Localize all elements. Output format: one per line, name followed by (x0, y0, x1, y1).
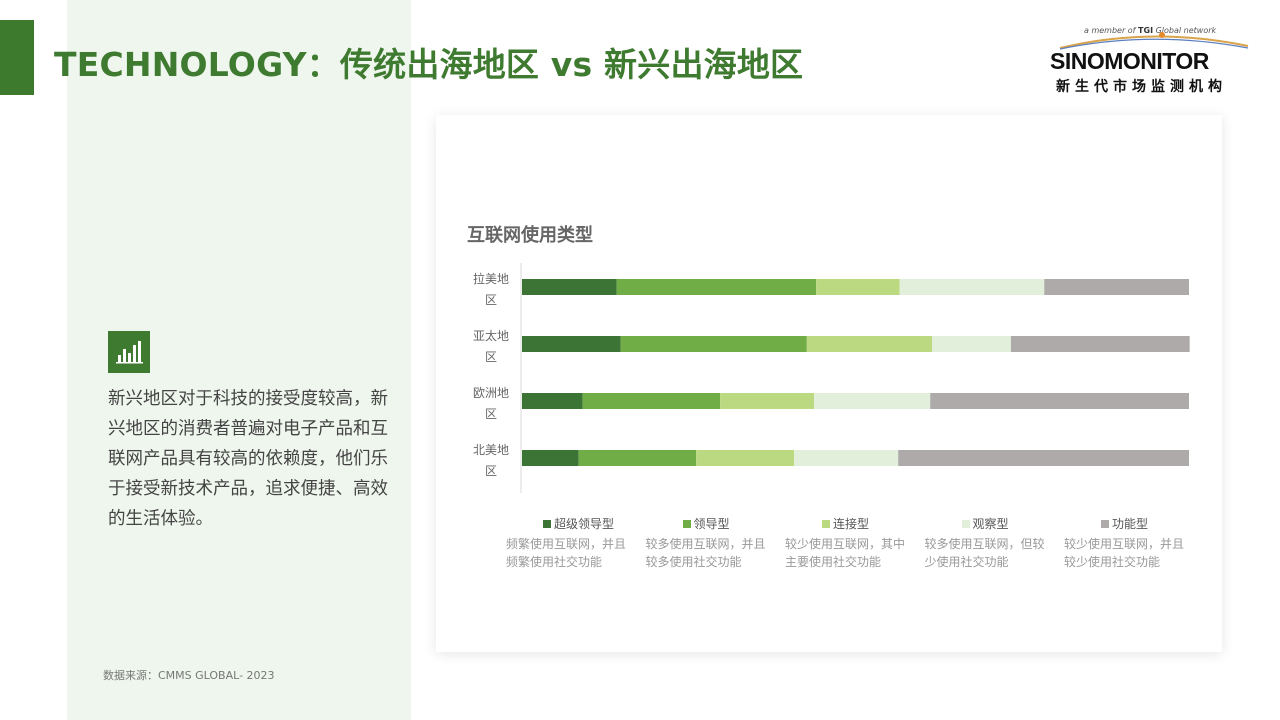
bar-segment (1044, 279, 1189, 295)
category-label: 拉美地 (473, 271, 509, 286)
legend-label: 领导型 (693, 517, 730, 531)
legend-description-line: 频繁使用互联网，并且 (506, 537, 627, 551)
legend-swatch (682, 519, 691, 528)
legend-description-line: 较多使用互联网，但较 (924, 537, 1045, 551)
bar-segment (620, 336, 807, 352)
legend-description-line: 较多使用互联网，并且 (645, 537, 766, 551)
legend-swatch (543, 519, 551, 528)
legend-description-line: 较少使用互联网，并且 (1064, 537, 1185, 551)
bar-segment (1010, 336, 1190, 352)
legend-description: 较少使用互联网，其中 主要使用社交功能 (785, 535, 920, 571)
category-label: 区 (485, 293, 497, 307)
insight-icon-box (108, 331, 150, 373)
logo-subtitle: 新生代市场监测机构 (1056, 79, 1227, 95)
bar-segment (522, 393, 583, 409)
legend-description: 较少使用互联网，并且 较少使用社交功能 (1064, 535, 1199, 571)
legend-label: 超级领导型 (554, 517, 615, 531)
legend-description-line: 频繁使用社交功能 (506, 555, 603, 569)
category-label: 区 (485, 350, 497, 364)
bar-segment (522, 336, 621, 352)
legend-label: 连接型 (833, 517, 870, 531)
bar-segment (522, 279, 617, 295)
legend-item: 观察型较多使用互联网，但较 少使用社交功能 (925, 515, 1060, 571)
bar-segment (794, 450, 899, 466)
sinomonitor-logo: a member of TGI Global network SINOMONIT… (1046, 16, 1256, 98)
legend-description-line: 主要使用社交功能 (785, 555, 882, 569)
legend-description: 频繁使用互联网，并且 频繁使用社交功能 (506, 535, 641, 571)
chart-card: 互联网使用类型 拉美地区亚太地区欧洲地区北美地区 超级领导型 频繁使用互联网，并且… (436, 115, 1222, 652)
legend-description: 较多使用互联网，但较 少使用社交功能 (925, 535, 1060, 571)
category-label: 亚太地 (473, 328, 509, 343)
legend-description-line: 较多使用社交功能 (645, 555, 742, 569)
legend-description: 较多使用互联网，并且 较多使用社交功能 (646, 535, 781, 571)
bar-segment (814, 393, 931, 409)
legend-item: 功能型较少使用互联网，并且 较少使用社交功能 (1064, 515, 1199, 571)
insight-text: 新兴地区对于科技的接受度较高，新兴地区的消费者普遍对电子产品和互联网产品具有较高… (108, 389, 388, 529)
logo-arc-icon (1059, 32, 1249, 50)
bar-segment (720, 393, 815, 409)
chart-title: 互联网使用类型 (467, 225, 593, 246)
legend-item: 连接型较少使用互联网，其中 主要使用社交功能 (785, 515, 920, 571)
bar-segment (578, 450, 697, 466)
legend-item: 领导型较多使用互联网，并且 较多使用社交功能 (646, 515, 781, 571)
data-source: 数据来源：CMMS GLOBAL- 2023 (103, 669, 275, 682)
bar-segment (582, 393, 721, 409)
chart-legend: 超级领导型 频繁使用互联网，并且 频繁使用社交功能 领导型 较多使用互联网，并且 较多使用… (506, 515, 1206, 595)
title-accent-bar (0, 20, 34, 95)
category-label: 北美地 (473, 443, 509, 457)
bar-segment (616, 279, 817, 295)
page-title: TECHNOLOGY：传统出海地区 vs 新兴出海地区 (54, 45, 804, 84)
logo-tagline: a member of TGI Global network (1084, 26, 1217, 35)
category-label: 欧洲地 (473, 386, 509, 400)
bar-segment (932, 336, 1011, 352)
legend-swatch (822, 519, 830, 528)
category-label: 区 (485, 407, 497, 421)
legend-description-line: 少使用社交功能 (924, 555, 1009, 569)
legend-swatch (961, 519, 970, 528)
category-label: 区 (485, 464, 497, 478)
legend-item: 超级领导型频繁使用互联网，并且 频繁使用社交功能 (506, 515, 641, 571)
legend-description-line: 较少使用互联网，其中 (785, 537, 906, 551)
logo-name: SINOMONITOR (1050, 48, 1209, 74)
bar-segment (899, 279, 1045, 295)
bar-segment (806, 336, 933, 352)
bar-chart-icon (116, 341, 143, 364)
bar-segment (816, 279, 900, 295)
bar-segment (930, 393, 1189, 409)
bar-segment (522, 450, 579, 466)
legend-description-line: 较少使用社交功能 (1064, 555, 1161, 569)
bar-segment (898, 450, 1189, 466)
bar-segment (696, 450, 795, 466)
legend-swatch (1101, 519, 1109, 528)
legend-label: 观察型 (972, 517, 1009, 531)
legend-label: 功能型 (1112, 517, 1149, 531)
